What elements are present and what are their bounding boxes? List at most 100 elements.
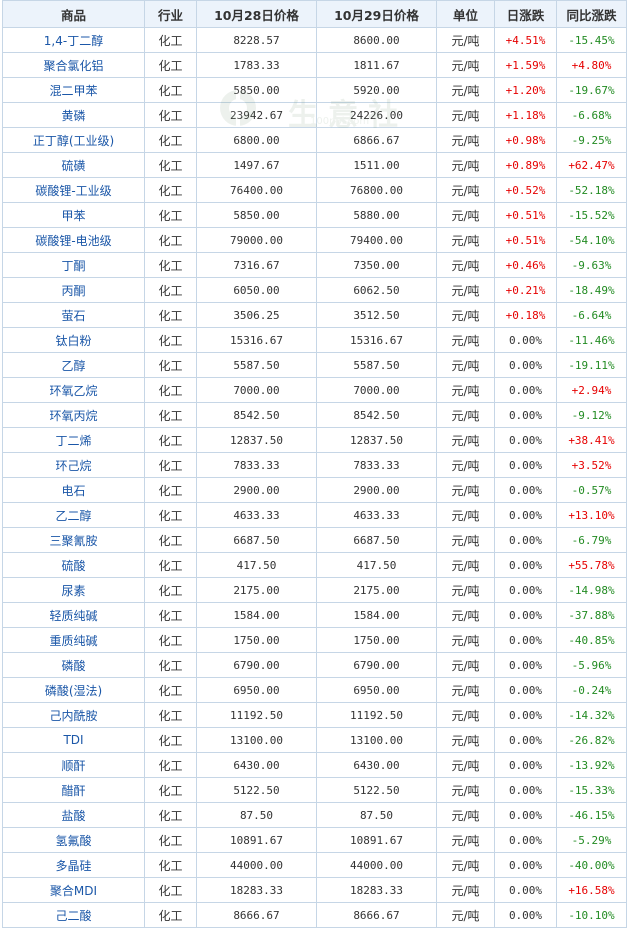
commodity-name-link[interactable]: 碳酸锂-电池级 [2,227,145,253]
industry-cell: 化工 [144,302,197,328]
industry-cell: 化工 [144,477,197,503]
industry-cell: 化工 [144,677,197,703]
yoy-change-cell: -40.85% [556,627,627,653]
price-oct28-cell: 7000.00 [196,377,317,403]
commodity-name-link[interactable]: 甲苯 [2,202,145,228]
commodity-name-link[interactable]: 黄磷 [2,102,145,128]
price-oct28-cell: 6950.00 [196,677,317,703]
table-row: 萤石 化工 3506.25 3512.50 元/吨 +0.18% -6.64% [2,302,627,328]
price-oct28-cell: 76400.00 [196,177,317,203]
table-row: 尿素 化工 2175.00 2175.00 元/吨 0.00% -14.98% [2,577,627,603]
commodity-name-link[interactable]: 钛白粉 [2,327,145,353]
table-row: 甲苯 化工 5850.00 5880.00 元/吨 +0.51% -15.52% [2,202,627,228]
yoy-change-cell: -0.24% [556,677,627,703]
commodity-name-link[interactable]: 磷酸 [2,652,145,678]
unit-cell: 元/吨 [436,777,495,803]
price-oct29-cell: 8666.67 [316,902,437,928]
commodity-name-link[interactable]: 正丁醇(工业级) [2,127,145,153]
daily-change-cell: 0.00% [494,377,557,403]
yoy-change-cell: -14.98% [556,577,627,603]
unit-cell: 元/吨 [436,677,495,703]
commodity-name-link[interactable]: 环氧丙烷 [2,402,145,428]
yoy-change-cell: -6.79% [556,527,627,553]
header-unit[interactable]: 单位 [436,0,495,28]
industry-cell: 化工 [144,52,197,78]
commodity-name-link[interactable]: 多晶硅 [2,852,145,878]
commodity-name-link[interactable]: 醋酐 [2,777,145,803]
price-oct29-cell: 3512.50 [316,302,437,328]
commodity-name-link[interactable]: 丁二烯 [2,427,145,453]
header-commodity[interactable]: 商品 [2,0,145,28]
unit-cell: 元/吨 [436,652,495,678]
commodity-name-link[interactable]: 尿素 [2,577,145,603]
header-yoy-change[interactable]: 同比涨跌 [556,0,627,28]
yoy-change-cell: -9.12% [556,402,627,428]
industry-cell: 化工 [144,77,197,103]
commodity-name-link[interactable]: 聚合MDI [2,877,145,903]
commodity-name-link[interactable]: 轻质纯碱 [2,602,145,628]
commodity-name-link[interactable]: 乙二醇 [2,502,145,528]
commodity-name-link[interactable]: 1,4-丁二醇 [2,27,145,53]
commodity-name-link[interactable]: TDI [2,727,145,753]
commodity-name-link[interactable]: 三聚氰胺 [2,527,145,553]
commodity-name-link[interactable]: 磷酸(湿法) [2,677,145,703]
commodity-name-link[interactable]: 氢氟酸 [2,827,145,853]
yoy-change-cell: +16.58% [556,877,627,903]
commodity-name-link[interactable]: 盐酸 [2,802,145,828]
price-oct29-cell: 87.50 [316,802,437,828]
header-price-oct29[interactable]: 10月29日价格 [316,0,437,28]
unit-cell: 元/吨 [436,227,495,253]
price-oct28-cell: 12837.50 [196,427,317,453]
table-row: 三聚氰胺 化工 6687.50 6687.50 元/吨 0.00% -6.79% [2,527,627,553]
yoy-change-cell: -15.45% [556,27,627,53]
price-oct28-cell: 8542.50 [196,402,317,428]
commodity-name-link[interactable]: 丙酮 [2,277,145,303]
unit-cell: 元/吨 [436,277,495,303]
unit-cell: 元/吨 [436,752,495,778]
price-oct28-cell: 6430.00 [196,752,317,778]
commodity-name-link[interactable]: 顺酐 [2,752,145,778]
commodity-name-link[interactable]: 己内酰胺 [2,702,145,728]
commodity-name-link[interactable]: 碳酸锂-工业级 [2,177,145,203]
commodity-name-link[interactable]: 己二酸 [2,902,145,928]
commodity-name-link[interactable]: 重质纯碱 [2,627,145,653]
commodity-name-link[interactable]: 环氧乙烷 [2,377,145,403]
unit-cell: 元/吨 [436,577,495,603]
price-oct29-cell: 6790.00 [316,652,437,678]
daily-change-cell: 0.00% [494,802,557,828]
table-row: 电石 化工 2900.00 2900.00 元/吨 0.00% -0.57% [2,477,627,503]
price-oct29-cell: 10891.67 [316,827,437,853]
header-industry[interactable]: 行业 [144,0,197,28]
commodity-name-link[interactable]: 硫磺 [2,152,145,178]
commodity-name-link[interactable]: 混二甲苯 [2,77,145,103]
price-oct29-cell: 15316.67 [316,327,437,353]
unit-cell: 元/吨 [436,402,495,428]
price-oct28-cell: 10891.67 [196,827,317,853]
table-row: 1,4-丁二醇 化工 8228.57 8600.00 元/吨 +4.51% -15.45% [2,27,627,53]
yoy-change-cell: -13.92% [556,752,627,778]
commodity-name-link[interactable]: 乙醇 [2,352,145,378]
header-price-oct28[interactable]: 10月28日价格 [196,0,317,28]
commodity-name-link[interactable]: 环己烷 [2,452,145,478]
daily-change-cell: +1.59% [494,52,557,78]
daily-change-cell: 0.00% [494,877,557,903]
daily-change-cell: 0.00% [494,627,557,653]
table-row: 钛白粉 化工 15316.67 15316.67 元/吨 0.00% -11.46% [2,327,627,353]
industry-cell: 化工 [144,652,197,678]
industry-cell: 化工 [144,627,197,653]
price-oct29-cell: 2900.00 [316,477,437,503]
table-row: TDI 化工 13100.00 13100.00 元/吨 0.00% -26.82% [2,727,627,753]
daily-change-cell: 0.00% [494,477,557,503]
yoy-change-cell: -9.25% [556,127,627,153]
commodity-name-link[interactable]: 聚合氯化铝 [2,52,145,78]
commodity-name-link[interactable]: 硫酸 [2,552,145,578]
unit-cell: 元/吨 [436,452,495,478]
commodity-name-link[interactable]: 萤石 [2,302,145,328]
commodity-name-link[interactable]: 电石 [2,477,145,503]
header-daily-change[interactable]: 日涨跌 [494,0,557,28]
price-oct28-cell: 6687.50 [196,527,317,553]
commodity-name-link[interactable]: 丁酮 [2,252,145,278]
table-header: 商品 行业 10月28日价格 10月29日价格 单位 日涨跌 同比涨跌 [2,0,627,28]
price-oct28-cell: 1750.00 [196,627,317,653]
